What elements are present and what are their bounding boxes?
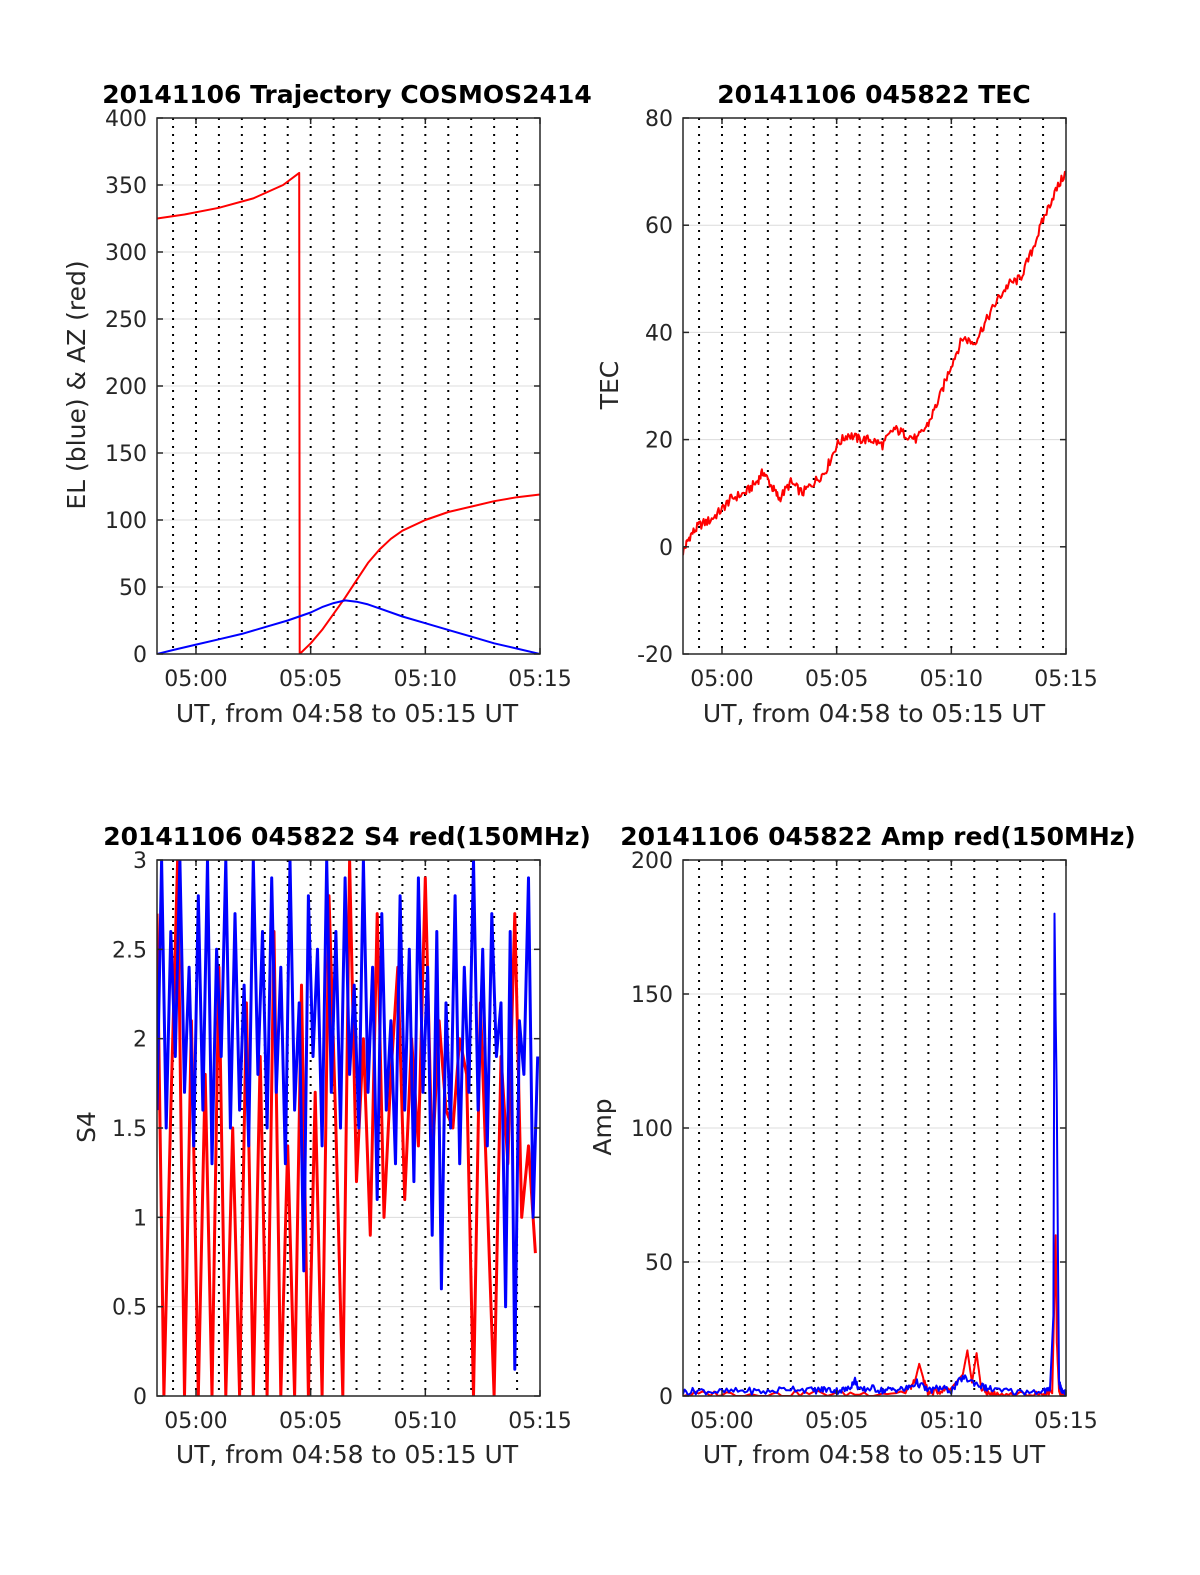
y-tick-label: 0 [659, 536, 673, 561]
x-tick-label: 05:00 [164, 667, 227, 692]
series-line [683, 170, 1066, 556]
y-tick-label: 1.5 [112, 1117, 147, 1142]
axes-box [682, 117, 1067, 655]
x-tick-label: 05:10 [394, 1409, 457, 1434]
panel-amp: 20141106 045822 Amp red(150MHz) UT, from… [588, 822, 1136, 1469]
y-axis-label: TEC [595, 361, 624, 411]
series-line [157, 860, 540, 1371]
x-tick-label: 05:00 [690, 667, 753, 692]
y-tick-label: 300 [105, 241, 147, 266]
y-tick-label: -20 [637, 643, 673, 668]
series-line [157, 171, 540, 654]
panel-trajectory: 20141106 Trajectory COSMOS2414 UT, from … [62, 80, 592, 728]
x-axis-label: UT, from 04:58 to 05:15 UT [703, 1440, 1046, 1469]
y-tick-label: 20 [645, 429, 673, 454]
x-tick-label: 05:05 [279, 1409, 342, 1434]
x-tick-label: 05:00 [164, 1409, 227, 1434]
y-axis-label: EL (blue) & AZ (red) [62, 260, 91, 509]
y-tick-label: 3 [133, 849, 147, 874]
series-line [157, 599, 540, 654]
y-tick-label: 50 [119, 576, 147, 601]
y-tick-label: 40 [645, 321, 673, 346]
x-tick-label: 05:00 [690, 1409, 753, 1434]
x-tick-label: 05:05 [805, 667, 868, 692]
chart-title: 20141106 045822 S4 red(150MHz) [103, 822, 591, 851]
y-tick-label: 60 [645, 214, 673, 239]
x-tick-label: 05:10 [394, 667, 457, 692]
y-tick-label: 0 [133, 1385, 147, 1410]
chart-title: 20141106 045822 TEC [717, 80, 1030, 109]
panel-tec: 20141106 045822 TEC UT, from 04:58 to 05… [595, 80, 1098, 728]
y-tick-label: 2 [133, 1028, 147, 1053]
y-axis-label: S4 [72, 1111, 101, 1143]
x-axis-label: UT, from 04:58 to 05:15 UT [176, 699, 519, 728]
y-tick-label: 200 [631, 849, 673, 874]
y-tick-label: 0 [659, 1385, 673, 1410]
x-axis-label: UT, from 04:58 to 05:15 UT [176, 1440, 519, 1469]
chart-title: 20141106 Trajectory COSMOS2414 [102, 80, 592, 109]
y-tick-label: 200 [105, 375, 147, 400]
x-tick-label: 05:10 [920, 667, 983, 692]
y-tick-label: 150 [631, 983, 673, 1008]
x-tick-label: 05:15 [1034, 667, 1097, 692]
panel-s4: 20141106 045822 S4 red(150MHz) UT, from … [72, 822, 591, 1469]
x-tick-label: 05:10 [920, 1409, 983, 1434]
y-tick-label: 250 [105, 308, 147, 333]
y-tick-label: 350 [105, 174, 147, 199]
y-tick-label: 0 [133, 643, 147, 668]
y-tick-label: 50 [645, 1251, 673, 1276]
y-axis-label: Amp [588, 1098, 617, 1155]
y-tick-label: 100 [105, 509, 147, 534]
series-line [683, 912, 1066, 1396]
x-tick-label: 05:15 [508, 667, 571, 692]
y-tick-label: 2.5 [112, 938, 147, 963]
x-tick-label: 05:05 [805, 1409, 868, 1434]
y-tick-label: 80 [645, 107, 673, 132]
y-tick-label: 100 [631, 1117, 673, 1142]
x-tick-label: 05:15 [1034, 1409, 1097, 1434]
x-tick-label: 05:05 [279, 667, 342, 692]
y-tick-label: 400 [105, 107, 147, 132]
series-line [683, 1234, 1066, 1396]
chart-title: 20141106 045822 Amp red(150MHz) [620, 822, 1136, 851]
y-tick-label: 0.5 [112, 1296, 147, 1321]
x-tick-label: 05:15 [508, 1409, 571, 1434]
x-axis-label: UT, from 04:58 to 05:15 UT [703, 699, 1046, 728]
y-tick-label: 150 [105, 442, 147, 467]
y-tick-label: 1 [133, 1206, 147, 1231]
